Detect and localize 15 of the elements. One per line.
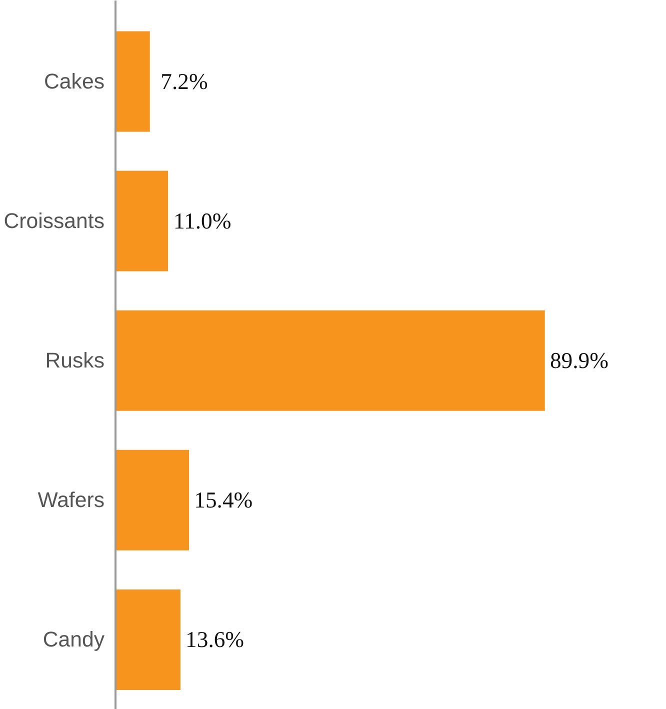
data-label: 7.2% <box>160 68 208 94</box>
bar <box>116 170 168 272</box>
y-tick-label: Rusks <box>45 348 105 373</box>
y-tick-label: Wafers <box>38 488 105 512</box>
y-tick-label: Candy <box>42 628 105 652</box>
bar <box>116 589 180 690</box>
bar <box>116 310 545 411</box>
y-tick-label: Croissants <box>4 209 105 234</box>
bar <box>116 450 190 550</box>
data-label: 15.4% <box>194 488 253 513</box>
y-tick-label: Cakes <box>44 69 105 94</box>
data-label: 13.6% <box>186 627 244 652</box>
data-label: 89.9% <box>550 348 609 374</box>
bar <box>116 31 150 132</box>
data-label: 11.0% <box>174 208 232 234</box>
